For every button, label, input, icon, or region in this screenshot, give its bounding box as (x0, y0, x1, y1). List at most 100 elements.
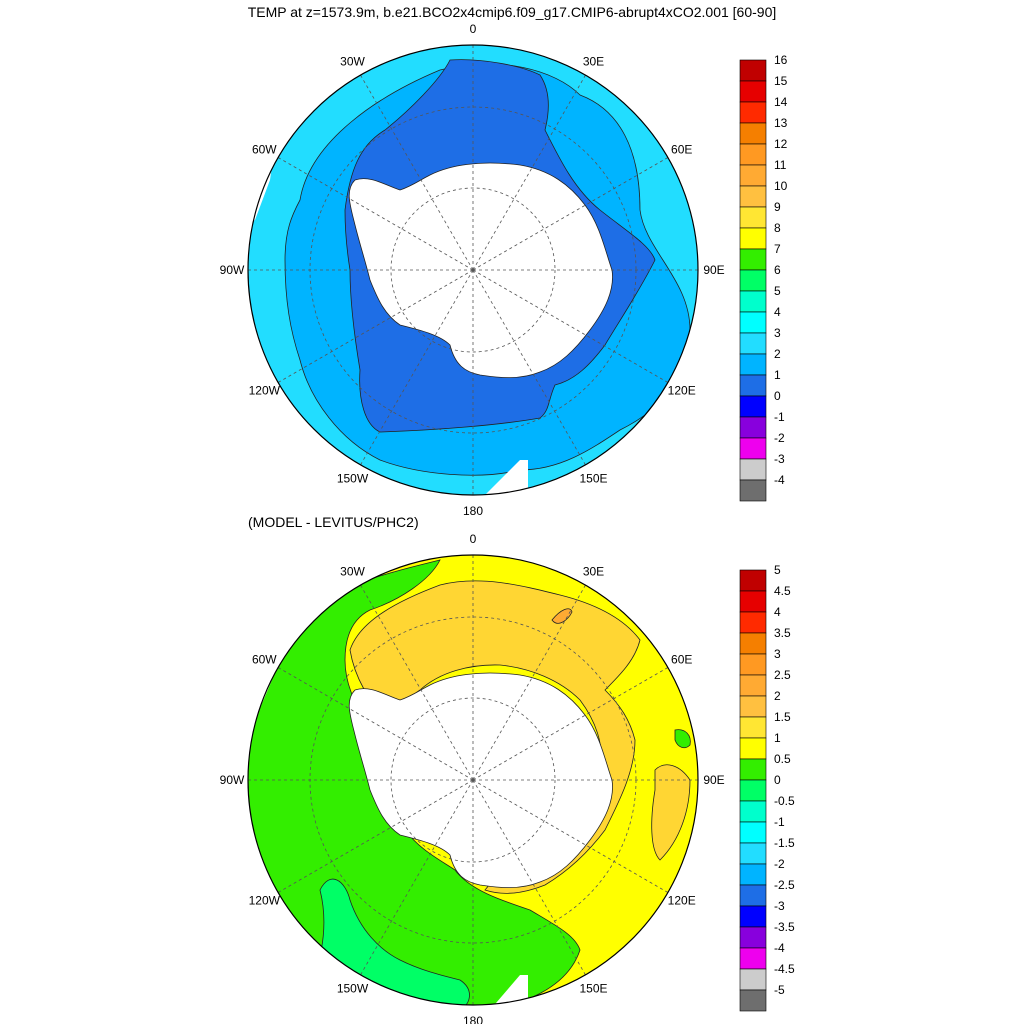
temp-colorbar-swatch (739, 353, 767, 376)
diff-longitude-label: 90E (703, 773, 724, 787)
diff-longitude-labels: 0 30E 60E 90E 120E 150E 180 150W 120W 90W 60W 30W (220, 532, 725, 1024)
diff-orange-band (349, 580, 641, 894)
diff-longitude-label: 0 (470, 532, 477, 546)
temp-colorbar-swatch (739, 143, 767, 166)
temp-longitude-label: 30W (340, 54, 365, 68)
diff-meridian (277, 779, 474, 893)
temp-colorbar-label: 10 (774, 179, 788, 193)
temp-colorbar-label: 7 (774, 242, 781, 256)
temp-longitude-label: 150E (579, 472, 607, 486)
temp-meridian (360, 74, 474, 271)
diff-green-east-spot (674, 729, 691, 749)
temp-colorbar-label: 8 (774, 221, 781, 235)
diff-colorbar-label: -4 (774, 941, 785, 955)
temp-colorbar-swatch (739, 185, 767, 208)
diff-colorbar-label: 0 (774, 773, 781, 787)
diff-meridians (248, 555, 698, 1005)
diff-longitude-label: 30E (583, 564, 604, 578)
temp-longitude-label: 120W (249, 384, 281, 398)
diff-latitude-circle-inner (390, 697, 556, 863)
diff-colorbar-swatch (739, 800, 767, 823)
temp-colorbar-swatch (739, 101, 767, 124)
diff-colorbar-swatch (739, 968, 767, 991)
temp-colorbar-swatch (739, 311, 767, 334)
diff-meridian (472, 779, 669, 893)
temp-meridian (277, 157, 474, 271)
diff-colorbar-swatch (739, 674, 767, 697)
diff-colorbar-swatch (739, 737, 767, 760)
difference-colorbar: 5 4.5 4 3.5 3 2.5 2 1.5 1 0.5 0 -0.5 -1 -1.5 -2 -2.5 -3 -… (739, 563, 795, 1012)
temp-colorbar-label: 13 (774, 116, 788, 130)
diff-colorbar-label: 1 (774, 731, 781, 745)
temp-colorbar-swatch (739, 332, 767, 355)
temp-longitude-label: 30E (583, 54, 604, 68)
temp-colorbar-swatch (739, 416, 767, 439)
main-title: TEMP at z=1573.9m, b.e21.BCO2x4cmip6.f09… (247, 4, 777, 20)
temp-meridian (472, 74, 586, 271)
diff-colorbar-swatch (739, 779, 767, 802)
temp-colorbar-swatch (739, 458, 767, 481)
temp-colorbar-swatch (739, 374, 767, 397)
diff-colorbar-swatch (739, 842, 767, 865)
diff-colorbar-label: -2.5 (774, 878, 795, 892)
temp-land-bottom-right (480, 460, 528, 495)
diff-colorbar-swatch (739, 989, 767, 1012)
temp-colorbar-swatch (739, 80, 767, 103)
temp-longitude-label: 60E (671, 143, 692, 157)
temp-colorbar-swatch (739, 437, 767, 460)
temp-colorbar-swatch (739, 248, 767, 271)
temp-meridian (472, 157, 669, 271)
diff-colorbar-swatch (739, 884, 767, 907)
diff-colorbar-swatch (739, 632, 767, 655)
temp-meridian (277, 269, 474, 383)
diff-colorbar-label: -5 (774, 983, 785, 997)
diff-colorbar-swatch (739, 695, 767, 718)
diff-colorbar-swatch (739, 821, 767, 844)
diff-colorbar-swatch (739, 569, 767, 592)
diff-colorbar-label: -2 (774, 857, 785, 871)
diff-meridian (472, 667, 669, 781)
diff-map-border (247, 554, 699, 1006)
temp-longitude-label: 180 (463, 504, 483, 518)
temp-colorbar-swatch (739, 122, 767, 145)
diff-colorbar-swatch (739, 758, 767, 781)
diff-longitude-label: 120E (668, 894, 696, 908)
temp-colorbar-swatch (739, 290, 767, 313)
temperature-map: 0 30E 60E 90E 120E 150E 180 150W 120W 90W 60W 30W (220, 22, 725, 518)
diff-meridian (277, 667, 474, 781)
diff-colorbar-label: 3.5 (774, 626, 791, 640)
diff-colorbar-swatch (739, 653, 767, 676)
diff-colorbar-swatch (739, 590, 767, 613)
temp-colorbar-label: 4 (774, 305, 781, 319)
diff-dark-orange-spot (551, 608, 573, 624)
temp-colorbar-label: 2 (774, 347, 781, 361)
temp-longitude-label: 120E (668, 384, 696, 398)
diff-longitude-label: 30W (340, 564, 365, 578)
temp-latitude-circle-inner (390, 187, 556, 353)
temp-longitude-label: 90E (703, 263, 724, 277)
temp-colorbar-label: 16 (774, 53, 788, 67)
diff-meridian (360, 584, 474, 781)
temp-colorbar-label: 14 (774, 95, 788, 109)
diff-longitude-label: 150E (579, 982, 607, 996)
diff-colorbar-label: 2.5 (774, 668, 791, 682)
temp-longitude-label: 0 (470, 22, 477, 36)
diff-longitude-label: 90W (220, 773, 245, 787)
diff-colorbar-label: -4.5 (774, 962, 795, 976)
diff-colorbar-swatch (739, 926, 767, 949)
temp-colorbar-label: 5 (774, 284, 781, 298)
temp-colorbar-label: 1 (774, 368, 781, 382)
diff-longitude-label: 180 (463, 1014, 483, 1024)
diff-colorbar-label: 5 (774, 563, 781, 577)
diff-meridian (472, 779, 586, 976)
diff-colorbar-label: -3 (774, 899, 785, 913)
diff-colorbar-label: 2 (774, 689, 781, 703)
temp-colorbar-label: -1 (774, 410, 785, 424)
diff-colorbar-label: 4 (774, 605, 781, 619)
temp-map-border (247, 44, 699, 496)
diff-colorbar-swatch (739, 947, 767, 970)
diff-colorbar-label: -1 (774, 815, 785, 829)
temp-meridians (248, 45, 698, 495)
diff-colorbar-label: -0.5 (774, 794, 795, 808)
